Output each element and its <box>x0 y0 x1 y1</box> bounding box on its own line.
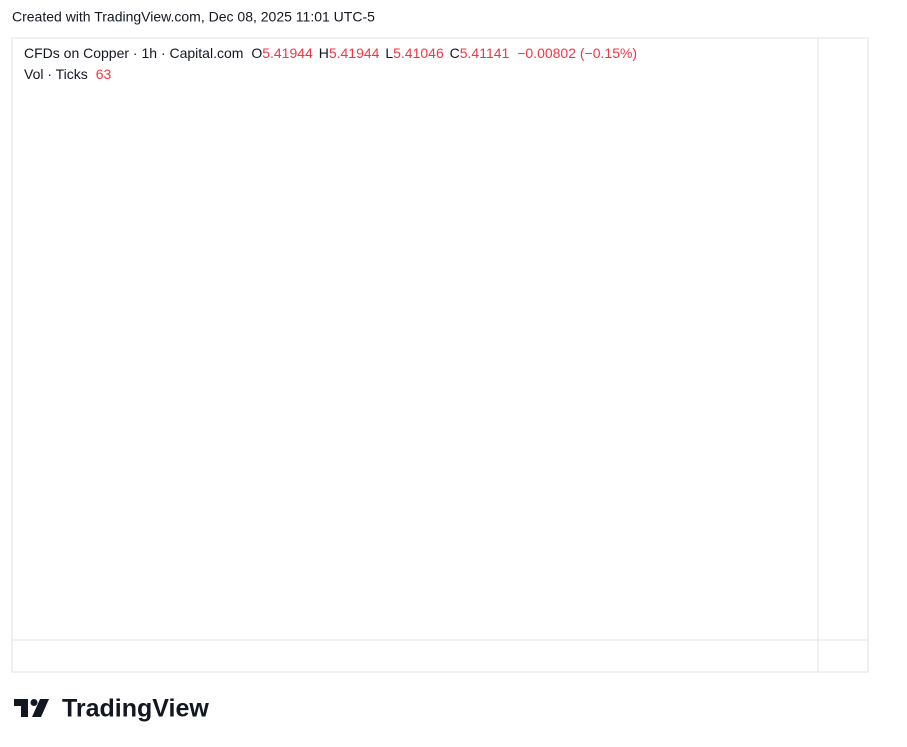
volume-label: Vol · Ticks <box>24 66 88 82</box>
volume-legend: Vol · Ticks 63 <box>24 66 111 82</box>
low-label: L <box>385 45 393 61</box>
logo-text: TradingView <box>62 695 209 723</box>
change-value: −0.00802 (−0.15%) <box>517 45 637 61</box>
open-label: O <box>251 45 262 61</box>
high-label: H <box>319 45 329 61</box>
legend-line: CFDs on Copper · 1h · Capital.com O5.419… <box>24 45 637 61</box>
logo-icon-dot <box>30 699 38 706</box>
high-value: 5.41944 <box>329 45 380 61</box>
created-note: Created with TradingView.com, Dec 08, 20… <box>12 9 375 25</box>
chart-frame <box>11 37 869 673</box>
logo-icon-slash <box>32 699 49 717</box>
close-value: 5.41141 <box>460 45 510 61</box>
logo-icon <box>14 699 28 717</box>
open-value: 5.41944 <box>262 45 313 61</box>
logo: TradingView <box>14 695 209 723</box>
close-label: C <box>450 45 460 61</box>
low-value: 5.41046 <box>393 45 444 61</box>
symbol-title: CFDs on Copper · 1h · Capital.com <box>24 45 243 61</box>
volume-value: 63 <box>96 66 112 82</box>
